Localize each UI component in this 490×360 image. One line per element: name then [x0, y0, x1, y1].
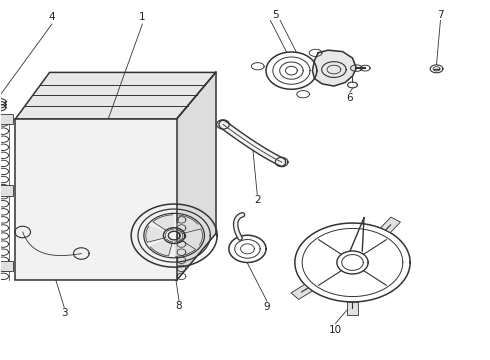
Polygon shape — [313, 50, 356, 86]
Text: 9: 9 — [264, 302, 270, 312]
Bar — [0, 261, 13, 271]
Bar — [346, 302, 358, 315]
Polygon shape — [153, 215, 174, 231]
Text: 7: 7 — [437, 10, 444, 20]
Bar — [15, 119, 176, 280]
Text: 5: 5 — [272, 10, 279, 20]
Bar — [291, 284, 312, 300]
Polygon shape — [150, 239, 172, 256]
Text: 2: 2 — [254, 195, 261, 205]
Bar — [0, 185, 13, 196]
Polygon shape — [15, 72, 216, 119]
Text: 4: 4 — [49, 12, 55, 22]
Polygon shape — [176, 215, 198, 232]
Polygon shape — [176, 72, 216, 280]
Bar — [381, 217, 400, 233]
Text: 6: 6 — [347, 93, 353, 103]
Polygon shape — [146, 226, 166, 242]
Text: 3: 3 — [61, 309, 68, 318]
Bar — [0, 114, 13, 125]
Text: 10: 10 — [329, 325, 342, 334]
Text: 8: 8 — [176, 301, 182, 311]
Polygon shape — [174, 240, 196, 256]
Text: 1: 1 — [139, 12, 146, 22]
Polygon shape — [182, 229, 202, 245]
